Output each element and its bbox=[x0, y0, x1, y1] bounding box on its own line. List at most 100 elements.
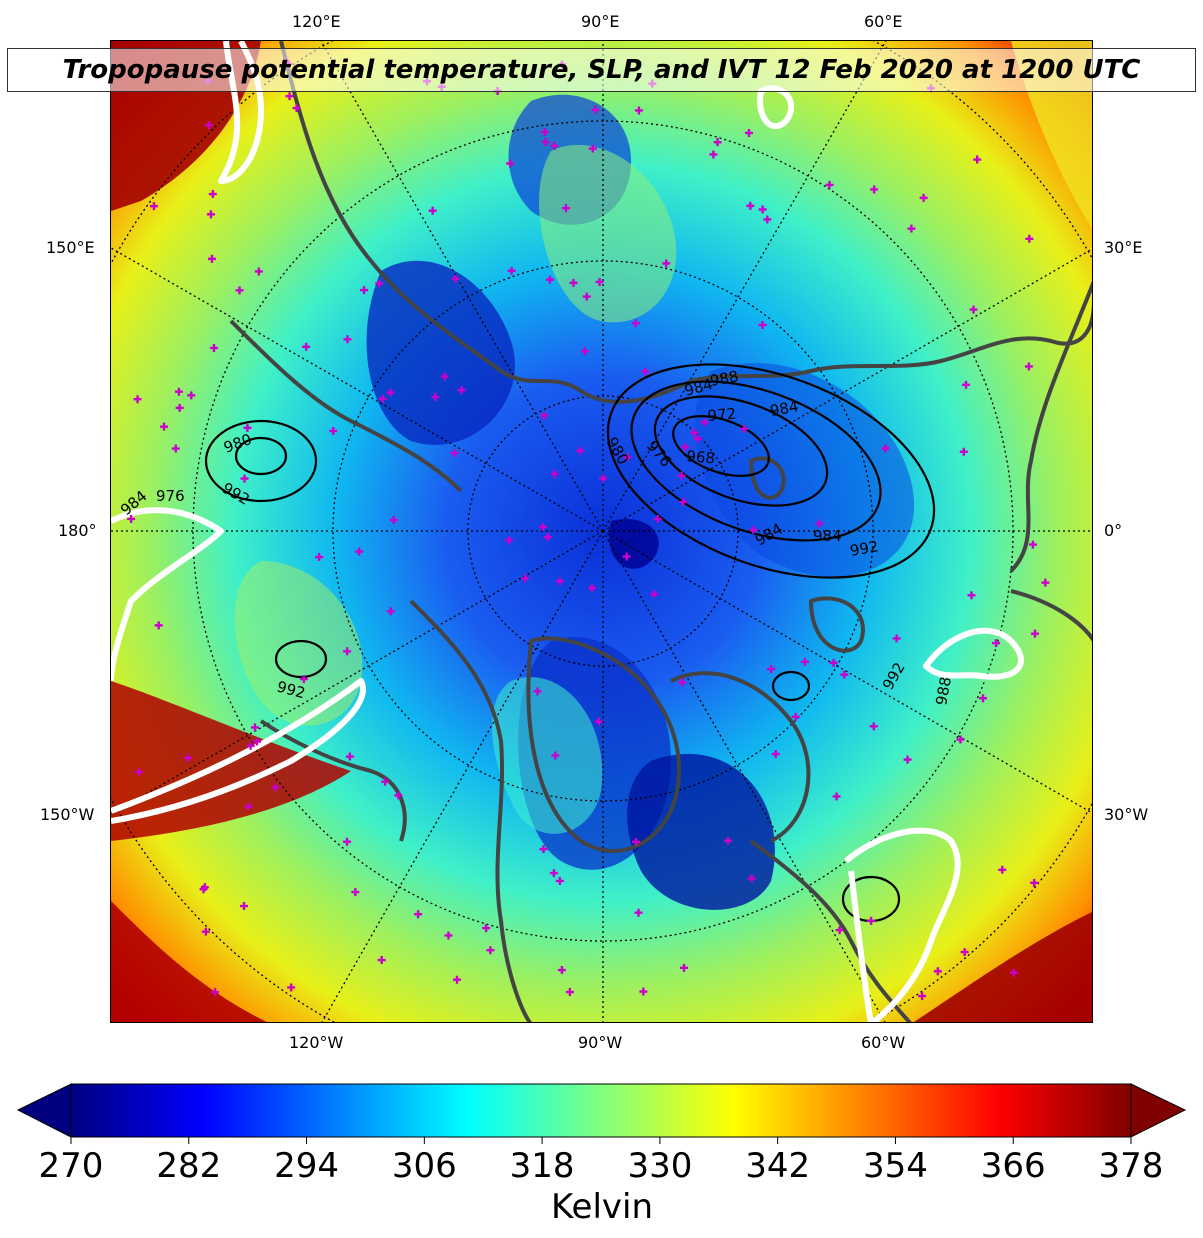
slp-low-pacific-outer bbox=[204, 419, 318, 503]
station-marker bbox=[829, 658, 838, 667]
station-marker bbox=[840, 670, 849, 679]
station-marker bbox=[285, 92, 294, 101]
colorbar-tick-label: 378 bbox=[1098, 1146, 1164, 1186]
station-marker bbox=[740, 424, 749, 433]
station-marker bbox=[791, 712, 800, 721]
station-marker bbox=[594, 717, 603, 726]
station-marker bbox=[580, 347, 589, 356]
title-box: Tropopause potential temperature, SLP, a… bbox=[7, 48, 1196, 92]
station-marker bbox=[381, 777, 390, 786]
station-marker bbox=[835, 926, 844, 935]
station-marker bbox=[486, 946, 495, 955]
station-marker bbox=[386, 607, 395, 616]
station-marker bbox=[681, 443, 690, 452]
station-marker bbox=[541, 138, 550, 147]
station-marker bbox=[540, 411, 549, 420]
colorbar-tick-label: 318 bbox=[509, 1146, 575, 1186]
coastline-alaska bbox=[259, 719, 407, 842]
station-marker bbox=[127, 514, 136, 523]
station-marker bbox=[302, 342, 311, 351]
colorbar-tick-label: 330 bbox=[627, 1146, 693, 1186]
coastlines bbox=[229, 41, 1092, 1022]
station-marker bbox=[343, 837, 352, 846]
station-marker bbox=[599, 474, 608, 483]
station-marker bbox=[240, 474, 249, 483]
slp-low-north-atlantic-inner bbox=[653, 395, 829, 507]
cold-pool-5 bbox=[627, 753, 775, 910]
slp-low-iceland bbox=[771, 670, 811, 702]
station-marker bbox=[444, 931, 453, 940]
station-marker bbox=[440, 372, 449, 381]
colorbar-body bbox=[70, 1083, 1132, 1138]
station-marker bbox=[451, 274, 460, 283]
cold-pool-1 bbox=[366, 260, 515, 445]
coastline-greenland bbox=[526, 636, 681, 853]
station-marker bbox=[543, 533, 552, 541]
station-marker bbox=[758, 320, 767, 329]
station-marker bbox=[378, 394, 387, 403]
station-marker bbox=[631, 837, 640, 846]
map-canvas: 984 988 972 968 976 980 984 984 992 984 … bbox=[111, 41, 1092, 1022]
graticule bbox=[111, 41, 1092, 1022]
station-marker bbox=[254, 267, 263, 276]
station-marker bbox=[677, 471, 686, 480]
station-marker bbox=[678, 678, 687, 687]
station-marker bbox=[870, 185, 879, 194]
station-marker bbox=[271, 783, 280, 792]
station-marker bbox=[246, 741, 255, 750]
station-marker bbox=[724, 836, 733, 845]
colorbar-extend-high bbox=[1130, 1083, 1187, 1138]
station-marker bbox=[414, 910, 423, 919]
slp-label: 992 bbox=[849, 537, 880, 560]
slp-label: 968 bbox=[686, 447, 716, 467]
station-marker bbox=[545, 275, 554, 284]
station-marker bbox=[453, 975, 462, 984]
coastline-scandinavia bbox=[1009, 280, 1092, 573]
station-marker bbox=[956, 735, 965, 744]
station-marker bbox=[749, 525, 758, 534]
station-marker bbox=[250, 723, 259, 732]
station-marker bbox=[867, 916, 876, 925]
station-marker bbox=[815, 519, 824, 528]
station-marker bbox=[800, 657, 809, 666]
ridge-west bbox=[234, 561, 363, 726]
station-marker bbox=[538, 523, 547, 532]
slp-label: 988 bbox=[932, 675, 955, 706]
station-marker bbox=[549, 869, 558, 878]
coastline-eurasia-north bbox=[279, 41, 1092, 404]
colorbar-tick-label: 342 bbox=[745, 1146, 811, 1186]
station-marker bbox=[539, 845, 548, 854]
station-marker bbox=[960, 948, 969, 957]
colorbar-tick-label: 270 bbox=[38, 1146, 104, 1186]
slp-low-pacific-inner bbox=[234, 436, 288, 476]
station-marker bbox=[595, 277, 604, 286]
station-marker bbox=[394, 791, 403, 800]
station-marker bbox=[767, 665, 776, 674]
coastline-canada-arctic bbox=[409, 599, 533, 1022]
station-marker bbox=[825, 180, 834, 189]
station-marker bbox=[506, 159, 515, 168]
station-marker bbox=[709, 150, 718, 159]
station-marker bbox=[832, 792, 841, 801]
station-marker bbox=[243, 423, 252, 432]
station-marker bbox=[771, 750, 780, 759]
colorbar-extend-low bbox=[16, 1083, 72, 1138]
station-marker bbox=[183, 754, 192, 763]
station-marker bbox=[521, 574, 530, 583]
station-marker bbox=[550, 469, 559, 478]
station-marker bbox=[979, 694, 988, 703]
slp-contours bbox=[204, 363, 936, 923]
station-marker bbox=[431, 393, 440, 402]
station-marker bbox=[252, 737, 261, 746]
ridge-north bbox=[539, 144, 677, 323]
station-marker bbox=[160, 422, 169, 431]
station-marker bbox=[351, 888, 360, 897]
station-marker bbox=[206, 210, 215, 219]
station-marker bbox=[587, 584, 596, 593]
station-marker bbox=[171, 444, 180, 453]
station-marker bbox=[550, 141, 559, 150]
station-marker bbox=[623, 453, 632, 462]
station-marker bbox=[662, 259, 671, 268]
station-marker bbox=[134, 767, 143, 776]
